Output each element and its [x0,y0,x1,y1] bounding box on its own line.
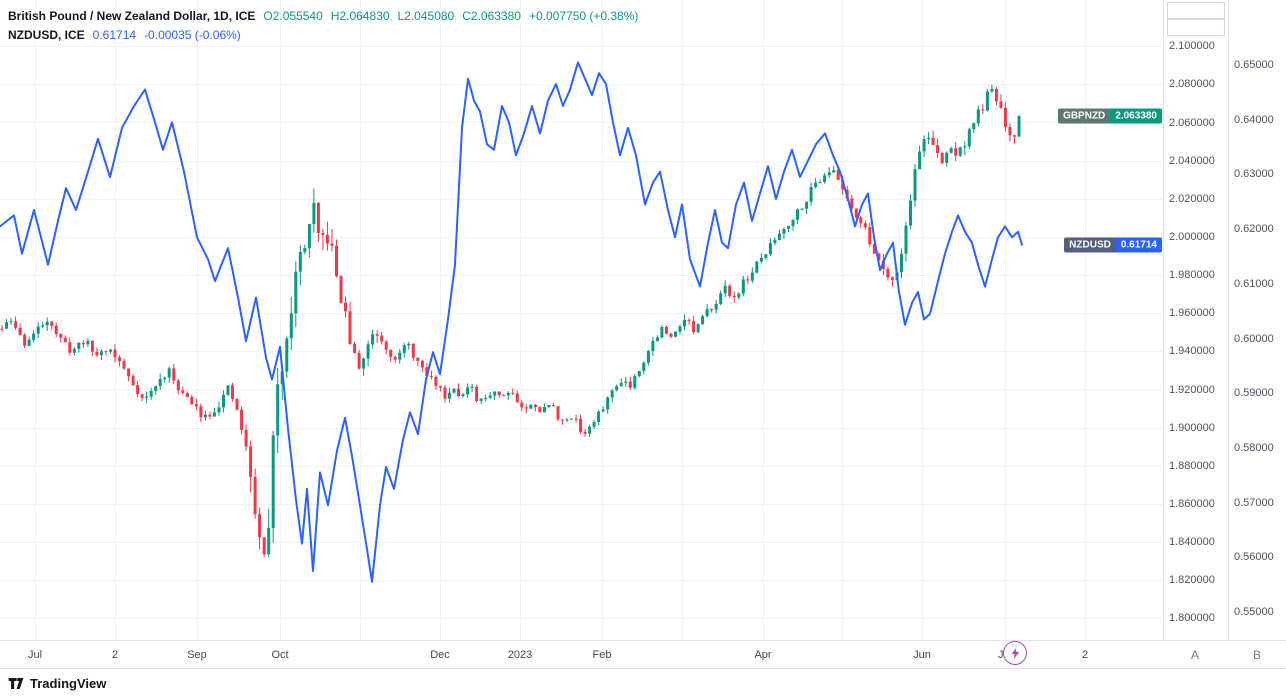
nzdusd-axis-tick-label: 0.55000 [1234,606,1274,618]
chart-plot-area[interactable]: British Pound / New Zealand Dollar, 1D, … [0,0,1163,640]
gbpnzd-axis-tick-label: 1.860000 [1169,497,1215,510]
axis-top-label-box-2 [1167,19,1225,36]
axis-separator-left [1163,0,1164,668]
ohlc-high: H2.064830 [330,9,390,23]
tradingview-logo-icon [8,677,24,689]
nzdusd-axis-tick-label: 0.61000 [1234,277,1274,290]
time-axis-label: 2023 [507,649,533,661]
gbpnzd-axis-tick-label: 2.040000 [1169,154,1215,167]
nzdusd-axis-tick-label: 0.57000 [1234,496,1274,509]
change-value: +0.007750 (+0.38%) [528,9,639,23]
lightning-icon [1011,647,1019,659]
gbpnzd-axis-tick-label: 1.900000 [1169,421,1215,434]
nzdusd-price-badge: NZDUSD 0.61714 [1064,237,1162,253]
nzdusd-axis-tick-label: 0.59000 [1234,387,1274,400]
gbpnzd-axis-tick-label: 1.820000 [1169,574,1215,587]
quick-trade-button[interactable] [1003,641,1027,665]
time-axis-label: 2 [111,649,119,661]
gbpnzd-axis-tick-label: 2.020000 [1169,192,1215,205]
overlay-change-value: -0.00035 (-0.06%) [144,28,241,42]
ohlc-low: L2.045080 [397,9,455,23]
gbpnzd-axis-tick-label: 2.080000 [1169,78,1215,91]
gbpnzd-badge-symbol: GBPNZD [1058,108,1111,124]
time-axis-label: Sep [187,649,207,661]
gbpnzd-axis-tick-label: 1.980000 [1169,269,1215,281]
auto-scale-button-a[interactable]: A [1190,648,1200,662]
gbpnzd-price-badge: GBPNZD 2.063380 [1058,108,1162,124]
auto-scale-button-b[interactable]: B [1252,648,1262,662]
ohlc-open: O2.055540 [263,9,323,23]
gbpnzd-axis-tick-label: 1.940000 [1169,345,1215,358]
legend-nzdusd-row[interactable]: NZDUSD, ICE 0.61714 -0.00035 (-0.06%) [8,26,638,45]
gbpnzd-axis-tick-label: 1.840000 [1169,536,1215,548]
gbpnzd-axis-tick-label: 2.100000 [1169,40,1215,53]
gbpnzd-axis-tick-label: 1.800000 [1169,612,1215,625]
gbpnzd-axis-tick-label: 1.920000 [1169,383,1215,396]
chart-legend: British Pound / New Zealand Dollar, 1D, … [8,7,638,45]
gbpnzd-badge-price: 2.063380 [1110,108,1162,124]
price-chart-canvas[interactable] [0,0,1163,640]
axis-separator-right [1228,0,1229,668]
time-axis-label: Dec [430,649,450,661]
nzdusd-axis-tick-label: 0.65000 [1234,59,1274,71]
time-axis-label: Oct [271,649,289,661]
gbpnzd-axis-tick-label: 2.000000 [1169,230,1215,243]
time-axis-label: Jul [27,649,43,661]
price-axis-gbpnzd[interactable]: 2.100000 2.080000 2.060000 2.040000 2.020000… [1163,0,1228,640]
nzdusd-axis-tick-label: 0.56000 [1234,551,1274,564]
axis-top-label-box-1 [1167,2,1225,19]
legend-gbpnzd-row[interactable]: British Pound / New Zealand Dollar, 1D, … [8,7,638,26]
time-axis[interactable]: A B Jul2SepOctDec2023FebAprJunJul2 [0,640,1286,669]
nzdusd-axis-tick-label: 0.62000 [1234,223,1274,236]
time-axis-label: Apr [754,649,772,661]
nzdusd-axis-tick-label: 0.63000 [1234,168,1274,181]
footer-bar: TradingView [0,668,1286,697]
time-axis-label: Feb [592,649,612,661]
ohlc-close: C2.063380 [462,9,521,23]
tradingview-logo-text[interactable]: TradingView [30,675,107,691]
gbpnzd-axis-tick-label: 1.960000 [1169,307,1215,320]
symbol-title[interactable]: British Pound / New Zealand Dollar, 1D, … [8,9,256,23]
overlay-symbol-title[interactable]: NZDUSD, ICE [8,28,85,42]
overlay-last-value: 0.61714 [92,28,137,42]
time-axis-label: Jun [913,649,931,661]
nzdusd-badge-price: 0.61714 [1115,237,1162,253]
gbpnzd-axis-tick-label: 2.060000 [1169,116,1215,129]
nzdusd-badge-symbol: NZDUSD [1064,237,1116,253]
gbpnzd-axis-tick-label: 1.880000 [1169,459,1215,472]
price-axis-nzdusd[interactable]: 0.65000 0.64000 0.63000 0.62000 0.61000 0.600… [1228,0,1286,640]
nzdusd-axis-tick-label: 0.64000 [1234,113,1274,126]
nzdusd-axis-tick-label: 0.60000 [1234,332,1274,345]
nzdusd-axis-tick-label: 0.58000 [1234,441,1274,454]
time-axis-label: 2 [1081,649,1089,661]
